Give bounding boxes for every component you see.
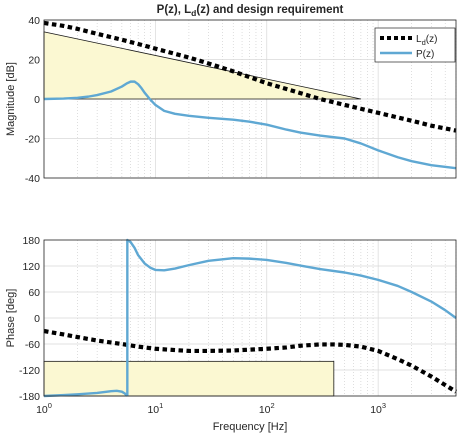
- magnitude-panel: P(z), Ld(z) and design requirement -40 -2…: [5, 4, 457, 185]
- magnitude-axes-box: [43, 19, 457, 179]
- phase-y-ticks: -180 -120 -60 0 60 120 180: [19, 235, 40, 403]
- legend-label-ld: Ld(z): [416, 34, 437, 47]
- y-tick-label: 0: [34, 313, 40, 325]
- x-tick-label: 100: [36, 401, 52, 416]
- magnitude-y-ticks: -40 -20 0 20 40: [25, 15, 40, 185]
- x-tick-label: 102: [259, 401, 275, 416]
- x-tick-label: 101: [147, 401, 163, 416]
- y-tick-label: 60: [28, 287, 40, 299]
- series-line-p: [126, 238, 457, 396]
- series-line-ld: [43, 328, 458, 394]
- title-subscript: d: [191, 8, 196, 18]
- magnitude-y-label: Magnitude [dB]: [5, 62, 17, 136]
- series-line-p: [43, 80, 457, 170]
- y-tick-label: -180: [19, 391, 40, 403]
- x-tick-label: 103: [370, 401, 386, 416]
- y-tick-label: 0: [34, 94, 40, 106]
- chart-title: P(z), Ld(z) and design requirement: [157, 4, 344, 18]
- y-tick-label: -120: [19, 365, 40, 377]
- series-line-ld: [43, 20, 457, 133]
- y-tick-label: 120: [22, 261, 40, 273]
- phase-x-ticks: 100 101 102 103: [36, 401, 386, 416]
- phase-y-label: Phase [deg]: [5, 289, 17, 348]
- y-tick-label: 20: [28, 55, 40, 67]
- y-tick-label: -40: [25, 173, 40, 185]
- magnitude-series: [43, 20, 457, 170]
- phase-panel: -180 -120 -60 0 60 120 180 100 101 102 103 Phase …: [5, 235, 458, 433]
- y-tick-label: -60: [25, 339, 40, 351]
- series-line-p: [43, 389, 129, 398]
- y-tick-label: 40: [28, 15, 40, 27]
- phase-requirement-region: [43, 360, 335, 397]
- legend: Ld(z) P(z): [374, 27, 456, 63]
- phase-x-label: Frequency [Hz]: [213, 421, 288, 433]
- y-tick-label: -20: [25, 134, 40, 146]
- y-tick-label: 180: [22, 235, 40, 247]
- legend-box: [374, 27, 456, 63]
- legend-label-p: P(z): [416, 49, 434, 60]
- phase-series: [43, 238, 458, 398]
- phase-axes-box: [43, 239, 457, 397]
